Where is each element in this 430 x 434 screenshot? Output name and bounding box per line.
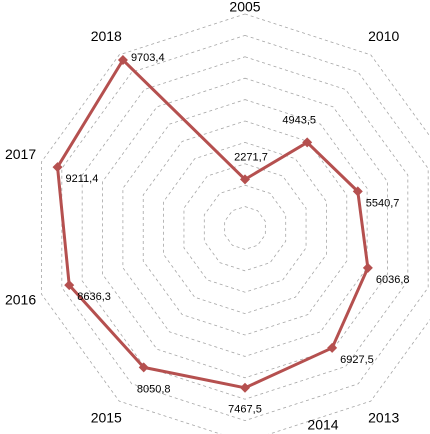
series-line bbox=[56, 58, 370, 390]
category-label: 2016 bbox=[5, 292, 36, 308]
category-label: 2018 bbox=[91, 28, 122, 44]
category-label: 2013 bbox=[368, 410, 399, 426]
value-label: 9703,4 bbox=[131, 52, 165, 64]
grid-ring bbox=[163, 141, 327, 315]
grid-ring bbox=[41, 13, 430, 434]
value-label: 7467,5 bbox=[228, 404, 262, 416]
value-label: 6036,8 bbox=[376, 274, 410, 286]
grid-ring bbox=[102, 77, 388, 379]
category-label: 2014 bbox=[307, 417, 338, 433]
point-marker bbox=[362, 262, 373, 273]
value-label: 6927,5 bbox=[340, 354, 374, 366]
point-marker bbox=[64, 280, 75, 291]
point-marker bbox=[117, 55, 128, 66]
category-label: 2010 bbox=[368, 28, 399, 44]
value-label: 9211,4 bbox=[66, 173, 99, 185]
grid-ring bbox=[142, 120, 348, 336]
category-label: 2017 bbox=[5, 146, 36, 162]
grid-ring bbox=[61, 34, 429, 422]
point-marker bbox=[302, 137, 313, 148]
grid-ring bbox=[81, 56, 409, 400]
value-label: 2271,7 bbox=[234, 151, 268, 163]
point-marker bbox=[138, 362, 149, 373]
value-label: 8050,8 bbox=[137, 383, 171, 395]
value-label: 8636,3 bbox=[77, 291, 111, 303]
value-label: 4943,5 bbox=[282, 114, 316, 126]
point-marker bbox=[52, 162, 63, 173]
category-label: 2015 bbox=[91, 410, 122, 426]
grid-ring bbox=[122, 99, 368, 357]
grid-ring bbox=[203, 184, 287, 272]
point-marker bbox=[327, 342, 338, 353]
grid-ring bbox=[224, 206, 266, 250]
point-marker bbox=[240, 382, 250, 393]
category-label: 2005 bbox=[229, 0, 260, 15]
point-marker bbox=[240, 174, 250, 185]
point-marker bbox=[352, 186, 363, 197]
grid-ring bbox=[183, 163, 307, 293]
value-label: 5540,7 bbox=[366, 197, 400, 209]
